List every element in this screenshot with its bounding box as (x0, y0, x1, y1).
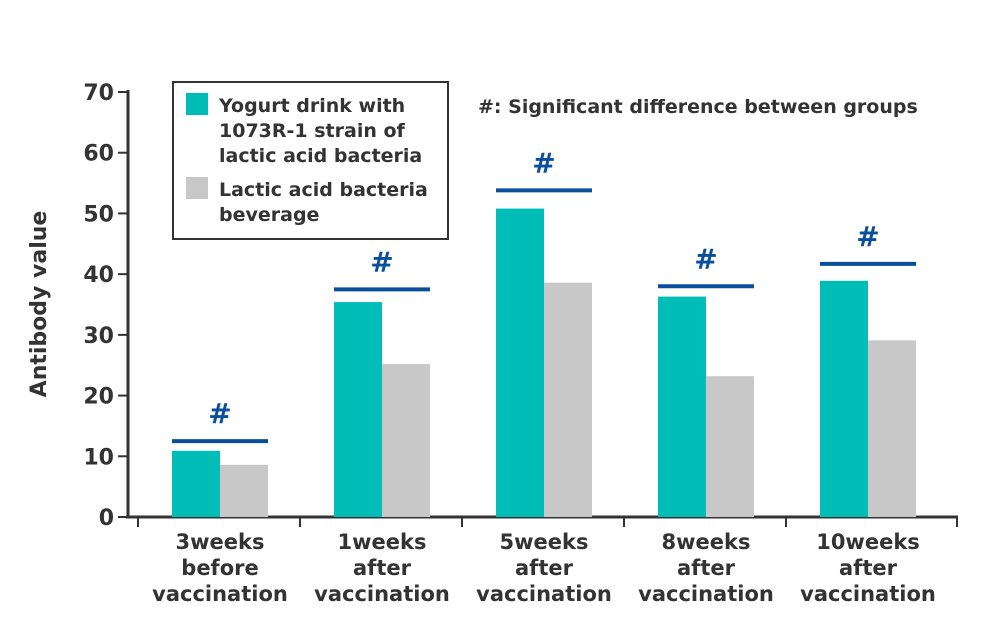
y-tick-label: 0 (99, 506, 114, 531)
legend-swatch-series-2 (186, 177, 208, 199)
bar-series-1 (334, 302, 382, 517)
category-label: after (353, 556, 412, 580)
category-label: 8weeks (662, 530, 751, 554)
bar-series-2 (706, 376, 754, 517)
y-tick-label: 20 (83, 385, 114, 410)
legend-label: 1073R-1 strain of (219, 120, 406, 142)
legend-label: lactic acid bacteria (219, 145, 422, 167)
category-label: vaccination (638, 582, 774, 606)
category-label: after (515, 556, 574, 580)
bar-series-1 (496, 208, 544, 518)
significance-symbol: # (856, 220, 879, 253)
y-tick-label: 30 (83, 324, 114, 349)
significance-symbol: # (370, 245, 393, 278)
bar-series-1 (658, 296, 706, 517)
category-label: before (181, 556, 258, 580)
y-axis-label: Antibody value (27, 211, 52, 398)
category-label: vaccination (314, 582, 450, 606)
bar-series-1 (820, 280, 868, 517)
category-label: vaccination (800, 582, 936, 606)
category-label: 1weeks (338, 530, 427, 554)
bar-series-2 (220, 464, 268, 517)
y-tick-label: 40 (83, 263, 114, 288)
category-label: 10weeks (816, 530, 920, 554)
category-label: vaccination (476, 582, 612, 606)
legend-label: Yogurt drink with (218, 95, 405, 117)
legend-label: beverage (219, 204, 319, 226)
bar-series-2 (544, 282, 592, 517)
legend-box (172, 81, 449, 240)
y-tick-label: 10 (83, 445, 114, 470)
category-label: 5weeks (500, 530, 589, 554)
legend-label: Lactic acid bacteria (219, 179, 428, 201)
significance-symbol: # (694, 242, 717, 275)
bar-series-2 (382, 364, 430, 517)
y-tick-label: 50 (83, 202, 114, 227)
category-labels: 3weeksbeforevaccination1weeksaftervaccin… (152, 530, 936, 606)
significance-markers: # # # # # (172, 146, 916, 444)
bars (172, 208, 916, 518)
bar-series-1 (172, 450, 220, 517)
legend: Yogurt drink with 1073R-1 strain of lactic… (172, 81, 449, 240)
legend-swatch-series-1 (186, 93, 208, 115)
category-label: after (839, 556, 898, 580)
category-label: vaccination (152, 582, 288, 606)
significance-note: #: Significant difference between groups (478, 96, 918, 118)
category-label: 3weeks (176, 530, 265, 554)
significance-symbol: # (532, 146, 555, 179)
significance-symbol: # (208, 397, 231, 430)
y-tick-label: 70 (83, 81, 114, 106)
bar-series-2 (868, 340, 916, 517)
category-label: after (677, 556, 736, 580)
y-tick-label: 60 (83, 142, 114, 167)
